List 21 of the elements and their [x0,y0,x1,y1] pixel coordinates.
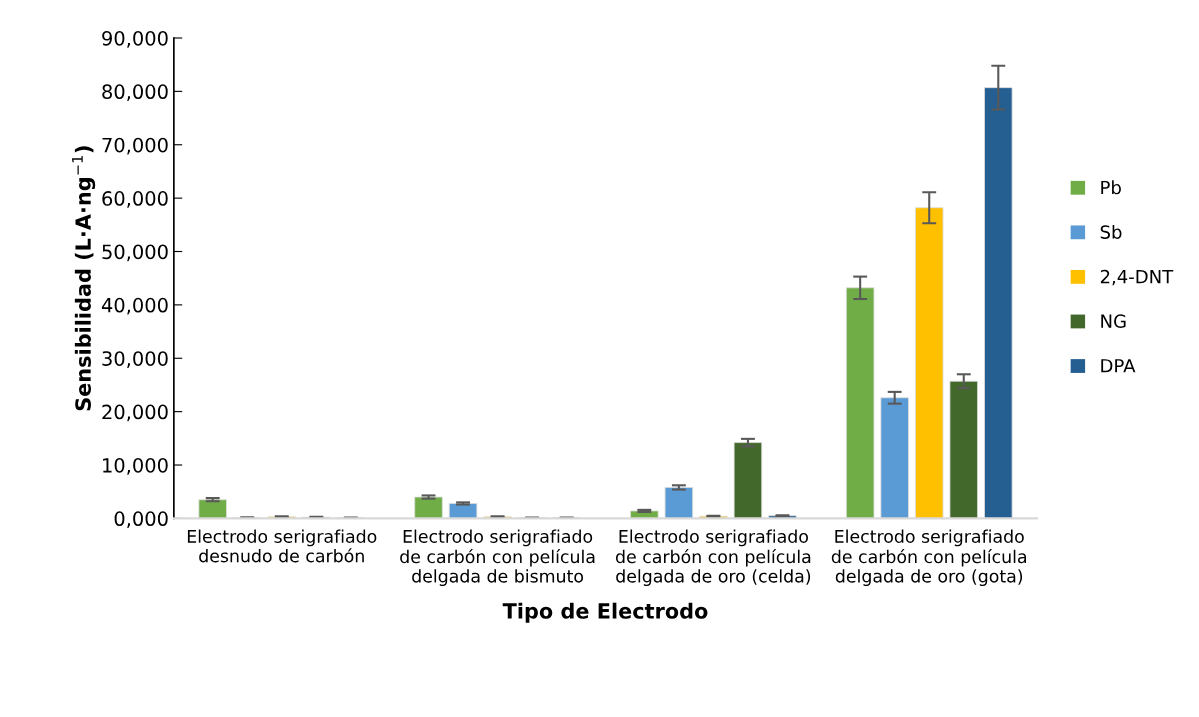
x-tick-label: Electrodo serigrafiado de carbón con película delgada de oro (gota) [831,529,1027,587]
legend-label: DPA [1101,359,1136,373]
y-tick-label: 40,000 [101,297,168,315]
y-tick-label: 80,000 [102,84,168,102]
x-tick-label: Electrodo serigrafiado de carbón con película delgada de bismuto [400,529,595,587]
legend-label: 2,4-DNT [1100,269,1174,286]
y-tick-label: 20,000 [102,404,168,422]
x-axis-title: Tipo de Electrodo [502,602,708,623]
legend-label: Pb [1101,180,1121,195]
y-tick-label: 60,000 [102,191,168,208]
y-tick-label: 10,000 [103,457,168,475]
y-tick-label: 50,000 [102,244,168,262]
legend-label: NG [1101,314,1126,328]
y-tick-label: 70,000 [102,137,168,155]
y-axis-title: Sensibilidad (L·A·ng$^{−1}$) [72,146,96,411]
x-tick-label: Electrodo serigrafiado de carbón con película delgada de oro (celda) [615,529,811,587]
y-tick-label: 90,000 [102,30,168,48]
y-tick-label: 30,000 [102,351,168,368]
y-tick-label: 0,000 [114,511,168,529]
legend-label: Sb [1100,224,1122,239]
x-tick-label: Electrodo serigrafiado desnudo de carbón [187,529,377,563]
